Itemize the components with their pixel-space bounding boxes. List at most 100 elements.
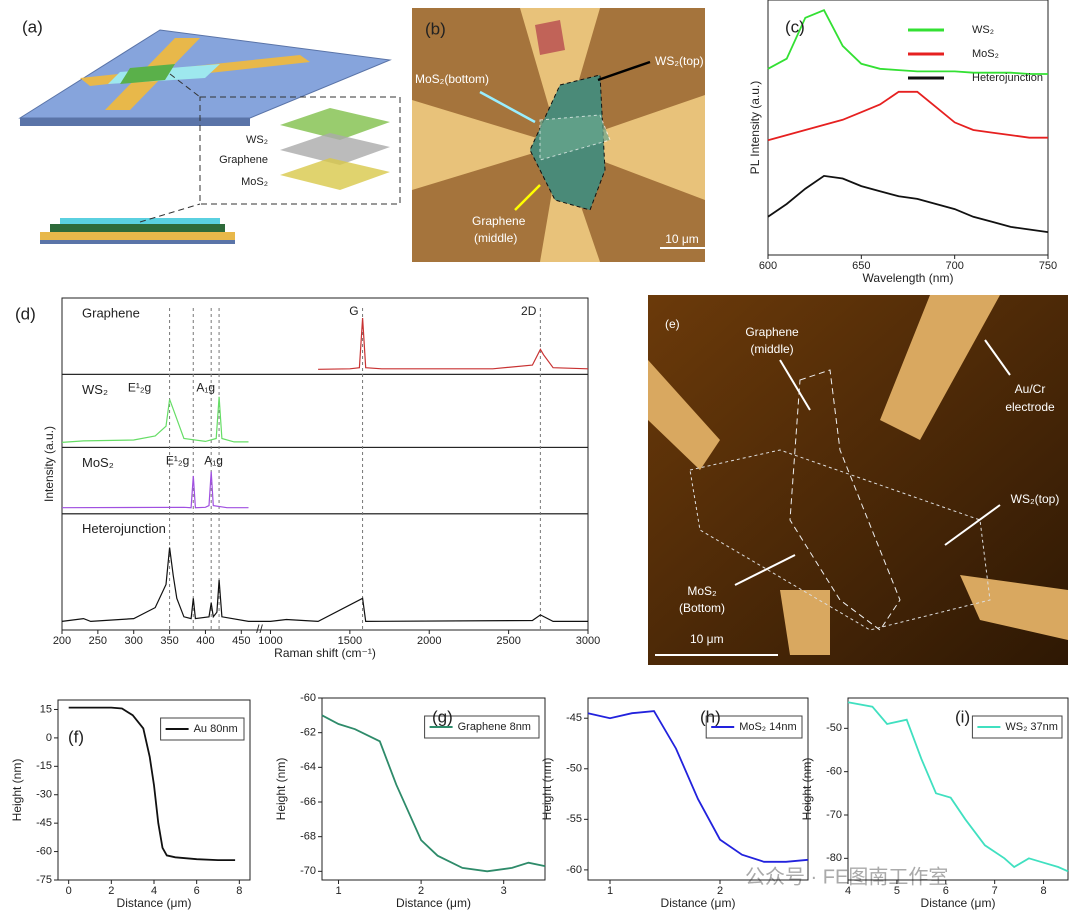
legend-label: MoS₂ 14nm: [739, 721, 796, 733]
x-tick-label: 200: [53, 635, 71, 647]
legend-label: MoS₂: [972, 48, 999, 60]
x-tick-label: 3000: [576, 635, 600, 647]
y-tick-label: -30: [36, 789, 52, 801]
plot-frame: [321, 697, 546, 881]
x-tick-label: 8: [1040, 885, 1046, 897]
legend-box: [160, 717, 245, 741]
x-tick-label: 7: [992, 885, 998, 897]
legend-label: Graphene 8nm: [458, 721, 531, 733]
peak-label: E¹₂g: [166, 454, 189, 468]
axis-break: //: [256, 622, 263, 636]
y-axis-label: PL Intensity (a.u.): [748, 81, 762, 175]
x-tick-label: 2000: [417, 635, 441, 647]
y-tick-label: -60: [826, 766, 842, 778]
image-label: Au/Cr: [1015, 382, 1046, 396]
legend-label: WS₂: [972, 24, 994, 36]
y-tick-label: -50: [826, 722, 842, 734]
y-axis-label: Height (nm): [274, 758, 288, 821]
peak-label: 2D: [521, 304, 537, 318]
panel-label: (c): [785, 17, 805, 36]
y-tick-label: 15: [40, 703, 52, 715]
series-line: [321, 714, 546, 873]
y-tick-label: 0: [46, 732, 52, 744]
series-line: [318, 317, 589, 370]
x-axis-label: Distance (μm): [396, 896, 471, 910]
image-label: MoS₂: [687, 584, 717, 598]
image-label: (Bottom): [679, 601, 725, 615]
image-label: Graphene: [472, 214, 526, 228]
x-axis-label: Wavelength (nm): [863, 271, 954, 285]
panel-label: (a): [22, 17, 43, 36]
panel-label: (e): [665, 317, 680, 331]
y-tick-label: -60: [300, 692, 316, 704]
y-axis-label: Intensity (a.u.): [42, 426, 56, 502]
x-tick-label: 1: [335, 885, 341, 897]
subplot-frame: [61, 297, 589, 375]
y-tick-label: -62: [300, 727, 316, 739]
y-tick-label: -50: [566, 763, 582, 775]
series-line: [587, 710, 809, 863]
subplot-frame: [61, 513, 589, 631]
plot-frame: [767, 0, 1049, 256]
x-tick-label: 3: [501, 885, 507, 897]
scale-bar-label: 10 μm: [690, 632, 724, 646]
image-label: WS₂(top): [655, 54, 704, 68]
panel-label: (b): [425, 19, 446, 38]
x-tick-label: 6: [194, 885, 200, 897]
series-line: [61, 396, 249, 443]
image-label: electrode: [1005, 400, 1055, 414]
image-label: WS₂(top): [1011, 492, 1060, 506]
series-line: [767, 174, 1049, 233]
y-tick-label: -45: [566, 712, 582, 724]
series-line: [847, 701, 1069, 873]
x-tick-label: 650: [852, 260, 870, 272]
series-line: [61, 471, 249, 509]
x-tick-label: 4: [151, 885, 157, 897]
x-tick-label: 1000: [258, 635, 282, 647]
scale-bar-label: 10 μm: [665, 232, 699, 246]
x-tick-label: 300: [125, 635, 143, 647]
x-tick-label: 5: [894, 885, 900, 897]
peak-label: E¹₂g: [128, 381, 151, 395]
y-tick-label: -68: [300, 831, 316, 843]
legend-box: [424, 715, 540, 739]
legend-box: [971, 715, 1063, 739]
x-tick-label: 4: [845, 885, 851, 897]
x-tick-label: 2: [418, 885, 424, 897]
x-tick-label: 600: [759, 260, 777, 272]
x-tick-label: 400: [196, 635, 214, 647]
peak-label: A₁g: [196, 381, 215, 395]
y-tick-label: -60: [36, 845, 52, 857]
x-tick-label: 8: [236, 885, 242, 897]
series-line: [61, 547, 588, 623]
layer-label: WS₂: [246, 134, 268, 146]
watermark: 公众号 · FE图南工作室: [745, 865, 948, 888]
y-axis-label: Height (nm): [540, 758, 554, 821]
image-label: (middle): [750, 342, 793, 356]
image-label: Graphene: [745, 325, 799, 339]
x-tick-label: 350: [160, 635, 178, 647]
y-tick-label: -66: [300, 796, 316, 808]
x-tick-label: 450: [232, 635, 250, 647]
peak-label: G: [349, 304, 358, 318]
x-axis-label: Raman shift (cm⁻¹): [274, 646, 376, 660]
y-tick-label: -70: [826, 809, 842, 821]
y-tick-label: -80: [826, 852, 842, 864]
y-tick-label: -60: [566, 864, 582, 876]
schematic-a: (a) WS₂ Graphene MoS₂: [18, 17, 401, 244]
subplot-label: Graphene: [82, 305, 140, 320]
peak-label: A₁g: [204, 454, 223, 468]
subplot-label: MoS₂: [82, 455, 114, 470]
layer-label: MoS₂: [241, 176, 268, 188]
x-tick-label: 250: [89, 635, 107, 647]
x-tick-label: 1500: [338, 635, 362, 647]
subplot-frame: [61, 446, 589, 515]
layer-label: Graphene: [219, 154, 268, 166]
y-axis-label: Height (nm): [10, 759, 24, 822]
x-tick-label: 6: [943, 885, 949, 897]
panel-label: (h): [700, 707, 721, 726]
legend-label: WS₂ 37nm: [1005, 721, 1058, 733]
image-label: (middle): [474, 231, 517, 245]
legend-label: Heterojunction: [972, 72, 1043, 84]
legend-box: [705, 715, 803, 739]
